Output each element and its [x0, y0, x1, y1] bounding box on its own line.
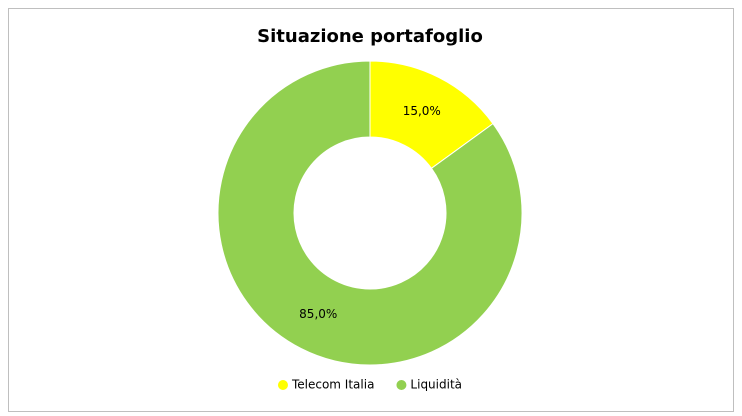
chart-title: Situazione portafoglio — [257, 26, 483, 47]
legend-label: Telecom Italia — [291, 378, 374, 392]
donut-slice — [217, 60, 523, 366]
data-label: 85,0% — [299, 307, 337, 321]
legend-label: Liquidità — [410, 378, 462, 392]
legend-marker — [277, 380, 288, 390]
legend-marker — [396, 380, 407, 390]
data-label: 15,0% — [403, 104, 441, 118]
